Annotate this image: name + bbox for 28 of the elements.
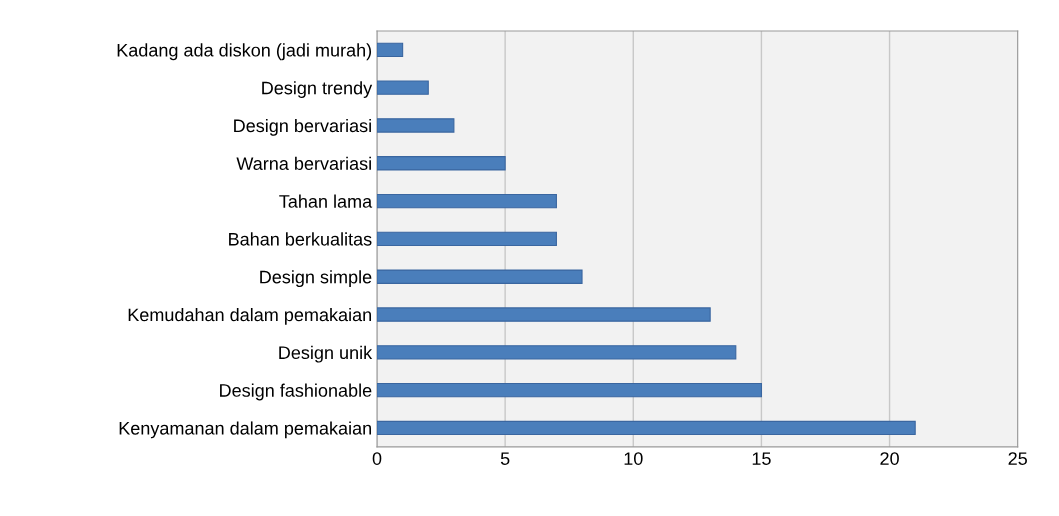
bar: [377, 42, 404, 58]
y-tick-label: Tahan lama: [279, 194, 373, 208]
bar: [377, 269, 583, 284]
y-tick-label: Design bervariasi: [234, 118, 371, 136]
bar: [377, 307, 711, 322]
x-tick-label: 25: [1008, 452, 1027, 465]
y-tick-label: Design simple: [260, 270, 372, 288]
bar: [377, 156, 506, 171]
x-tick-label: 0: [372, 452, 382, 465]
x-tick-label: 20: [880, 452, 899, 465]
y-tick-label: Kenyamanan dalam pemakaian: [119, 421, 371, 439]
bar: [377, 382, 762, 398]
y-tick-label: Bahan berkualitas: [229, 232, 372, 246]
x-tick-label: 5: [500, 452, 510, 465]
y-tick-label: Design fashionable: [220, 383, 372, 401]
y-tick-label: Kemudahan dalam pemakaian: [128, 307, 371, 325]
y-tick-label: Design unik: [279, 345, 373, 363]
y-tick-label: Design trendy: [262, 81, 373, 98]
x-tick-label: 15: [752, 452, 771, 465]
bar: [377, 231, 557, 247]
y-tick-label: Kadang ada diskon (jadi murah): [117, 43, 372, 61]
bar: [377, 80, 429, 95]
bar: [377, 118, 455, 133]
bar: [377, 345, 737, 360]
x-tick-label: 10: [624, 452, 643, 465]
bar: [377, 193, 557, 209]
bar: [377, 420, 916, 436]
y-tick-label: Warna bervariasi: [236, 156, 371, 171]
